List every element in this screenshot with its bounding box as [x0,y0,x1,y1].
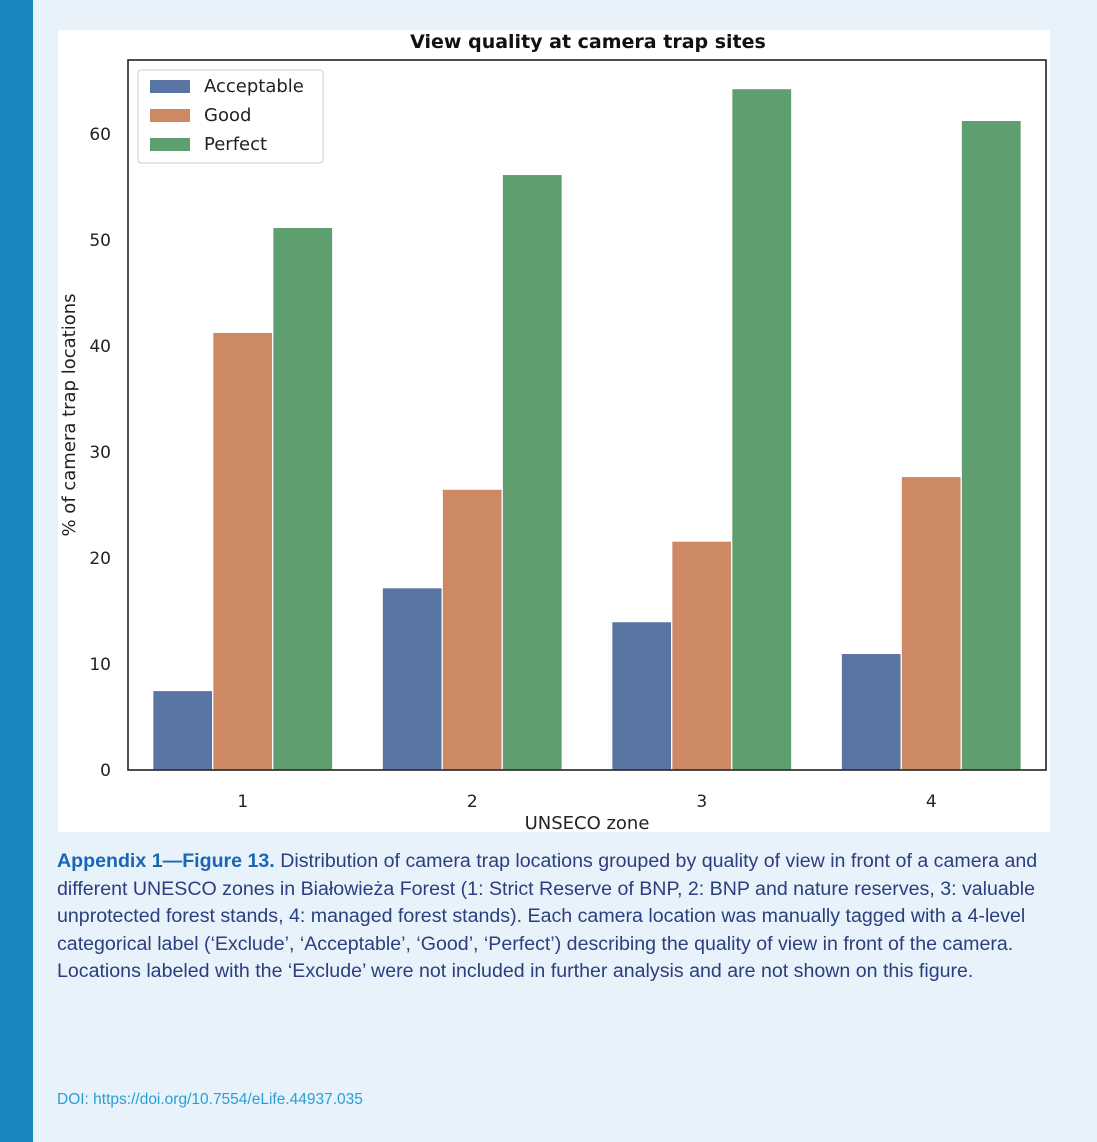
doi-line: DOI: https://doi.org/10.7554/eLife.44937… [57,1091,363,1109]
y-tick-label: 10 [89,655,111,675]
x-tick-label: 3 [696,792,707,812]
chart-legend: Acceptable Good Perfect [137,69,324,164]
bar-good-zone-4 [900,475,962,771]
legend-swatch-acceptable [150,80,190,93]
y-tick-label: 30 [89,443,111,463]
legend-swatch-perfect [150,138,190,151]
x-tick-label: 4 [926,792,937,812]
legend-label-good: Good [204,105,251,126]
y-tick-label: 60 [89,125,111,145]
x-axis-label: UNSECO zone [525,813,650,832]
y-tick-label: 20 [89,549,111,569]
y-tick-label: 50 [89,231,111,251]
doi-label: DOI: [57,1091,94,1108]
bar-good-zone-3 [671,540,733,771]
y-tick-label: 40 [89,337,111,357]
chart-title: View quality at camera trap sites [410,31,766,53]
bar-good-zone-2 [441,488,503,771]
y-axis-label: % of camera trap locations [59,293,80,536]
bar-acceptable-zone-3 [611,621,673,771]
figure-caption: Appendix 1—Figure 13. Distribution of ca… [57,848,1067,986]
bar-perfect-zone-4 [960,119,1022,771]
bar-acceptable-zone-4 [840,652,902,771]
bar-chart: View quality at camera trap sites 1 2 3 401… [59,31,1047,834]
x-tick-label: 2 [467,792,478,812]
bar-perfect-zone-1 [272,226,334,771]
bar-perfect-zone-2 [501,173,563,771]
bar-acceptable-zone-2 [381,587,443,771]
caption-label: Appendix 1—Figure 13. [57,850,275,872]
bar-acceptable-zone-1 [152,689,214,771]
legend-label-perfect: Perfect [204,134,267,155]
caption-text: Distribution of camera trap locations gr… [57,850,1038,982]
doi-link[interactable]: https://doi.org/10.7554/eLife.44937.035 [93,1091,363,1108]
legend-label-acceptable: Acceptable [204,76,304,97]
bar-perfect-zone-3 [731,88,793,771]
y-tick-label: 0 [100,761,111,781]
plot-frame [127,59,1047,771]
legend-swatch-good [150,109,190,122]
bar-good-zone-1 [212,331,274,771]
x-tick-label: 1 [237,792,248,812]
side-accent-bar [0,0,33,1142]
